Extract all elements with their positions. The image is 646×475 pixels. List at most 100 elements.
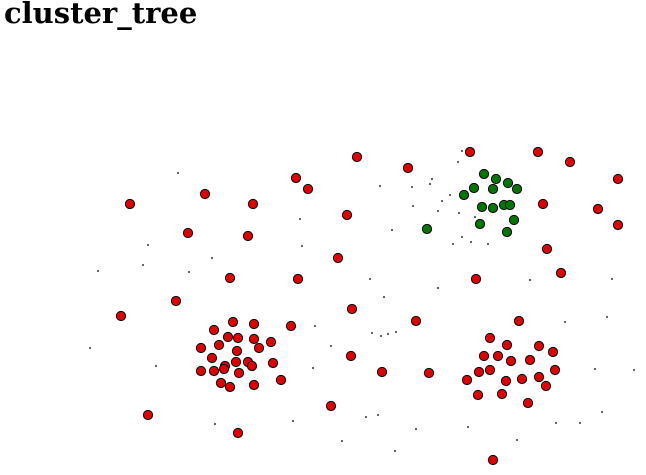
background-dot [340, 439, 344, 443]
red-point [540, 380, 552, 392]
red-point [246, 360, 258, 372]
red-point [302, 183, 314, 195]
background-dot [528, 278, 532, 282]
background-dot [146, 243, 150, 247]
red-point [213, 339, 225, 351]
red-point [533, 340, 545, 352]
background-dot [460, 149, 464, 153]
background-dot [466, 425, 470, 429]
red-point [513, 315, 525, 327]
background-dot [436, 286, 440, 290]
background-dot [291, 419, 295, 423]
red-point [233, 367, 245, 379]
background-dot [440, 199, 444, 203]
red-point [484, 332, 496, 344]
red-point [275, 374, 287, 386]
green-point [468, 182, 480, 194]
red-point [564, 156, 576, 168]
background-dot [364, 415, 368, 419]
red-point [402, 162, 414, 174]
red-point [290, 172, 302, 184]
red-point [470, 273, 482, 285]
background-dot [390, 228, 394, 232]
background-dot [370, 331, 374, 335]
background-dot [456, 160, 460, 164]
green-point [501, 226, 513, 238]
red-point [478, 350, 490, 362]
background-dot [176, 171, 180, 175]
background-dot [469, 240, 473, 244]
green-point [478, 168, 490, 180]
red-point [332, 252, 344, 264]
red-point [423, 367, 435, 379]
chart-title: cluster_tree [4, 0, 198, 30]
background-dot [376, 413, 380, 417]
red-point [218, 363, 230, 375]
background-dot [213, 422, 217, 426]
red-point [496, 388, 508, 400]
background-dot [382, 295, 386, 299]
background-dot [378, 184, 382, 188]
red-point [346, 303, 358, 315]
background-dot [605, 315, 609, 319]
background-dot [300, 244, 304, 248]
red-point [541, 243, 553, 255]
red-point [325, 400, 337, 412]
background-dot [578, 421, 582, 425]
red-point [248, 333, 260, 345]
red-point [206, 352, 218, 364]
background-dot [451, 242, 455, 246]
red-point [242, 230, 254, 242]
background-dot [414, 427, 418, 431]
red-point [345, 350, 357, 362]
red-point [253, 342, 265, 354]
red-point [208, 324, 220, 336]
red-point [505, 355, 517, 367]
background-dot [632, 368, 636, 372]
background-dot [563, 320, 567, 324]
red-point [492, 350, 504, 362]
background-dot [298, 217, 302, 221]
red-point [500, 375, 512, 387]
red-point [195, 365, 207, 377]
red-point [247, 198, 259, 210]
background-dot [473, 215, 477, 219]
red-point [555, 267, 567, 279]
green-point [490, 173, 502, 185]
red-point [292, 273, 304, 285]
background-dot [448, 193, 452, 197]
background-dot [460, 235, 464, 239]
green-point [511, 183, 523, 195]
background-dot [379, 334, 383, 338]
background-dot [368, 277, 372, 281]
red-point [195, 342, 207, 354]
background-dot [154, 364, 158, 368]
red-point [224, 381, 236, 393]
red-point [222, 331, 234, 343]
background-dot [394, 330, 398, 334]
background-dot [88, 346, 92, 350]
background-dot [593, 367, 597, 371]
background-dot [141, 263, 145, 267]
green-point [504, 199, 516, 211]
background-dot [610, 277, 614, 281]
red-point [341, 209, 353, 221]
background-dot [313, 324, 317, 328]
red-point [248, 318, 260, 330]
red-point [472, 389, 484, 401]
background-dot [554, 421, 558, 425]
red-point [522, 397, 534, 409]
background-dot [187, 270, 191, 274]
red-point [532, 146, 544, 158]
red-point [473, 366, 485, 378]
red-point [248, 379, 260, 391]
red-point [232, 332, 244, 344]
red-point [549, 364, 561, 376]
red-point [533, 371, 545, 383]
background-dot [430, 177, 434, 181]
red-point [285, 320, 297, 332]
red-point [230, 356, 242, 368]
background-dot [410, 185, 414, 189]
red-point [170, 295, 182, 307]
red-point [376, 366, 388, 378]
